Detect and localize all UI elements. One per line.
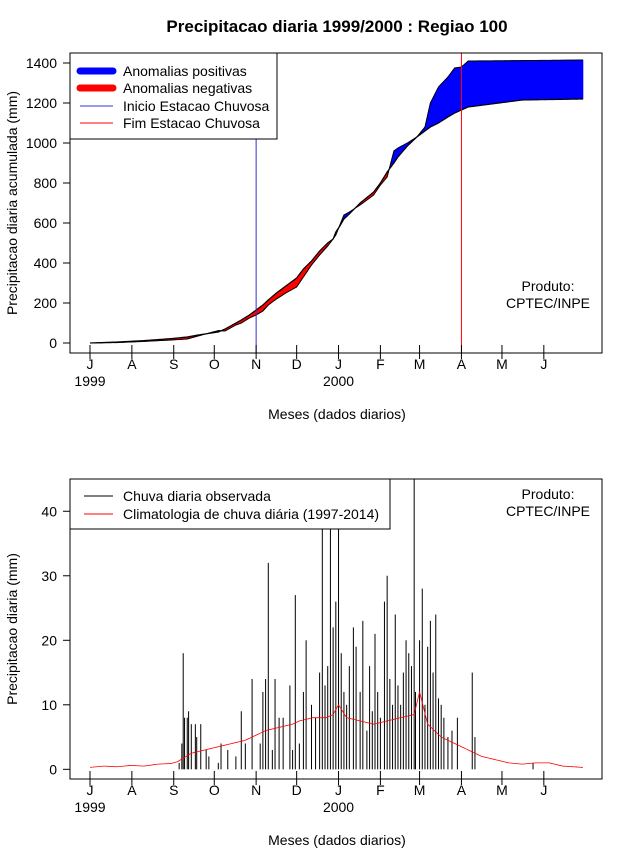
x-tick-label: S <box>169 782 178 798</box>
x-tick-label: A <box>127 356 137 372</box>
y-tick-label: 1200 <box>26 95 57 111</box>
legend-label-positive: Anomalias positivas <box>123 63 247 79</box>
y-tick-label: 200 <box>34 295 58 311</box>
negative-anomaly-area <box>89 169 389 344</box>
y-axis-daily: 0 10 20 30 40 <box>41 503 71 777</box>
annotation-cptec: CPTEC/INPE <box>506 295 590 311</box>
legend-label-climatology: Climatologia de chuva diária (1997-2014) <box>123 506 379 522</box>
y-axis-label-accumulated: Precipitacao diaria acumulada (mm) <box>4 91 20 315</box>
legend-box-daily <box>69 478 391 530</box>
year-label: 2000 <box>323 373 354 389</box>
year-label: 1999 <box>74 373 105 389</box>
y-axis-label-daily: Precipitacao diaria (mm) <box>4 553 20 705</box>
x-tick-label: F <box>376 782 385 798</box>
chart-title: Precipitacao diaria 1999/2000 : Regiao 1… <box>166 17 507 36</box>
x-tick-label: S <box>169 356 178 372</box>
x-tick-label: M <box>496 782 508 798</box>
y-tick-label: 0 <box>49 761 57 777</box>
legend-label-end: Fim Estacao Chuvosa <box>123 115 260 131</box>
x-tick-label: D <box>292 782 302 798</box>
x-tick-label: N <box>251 356 261 372</box>
y-tick-label: 400 <box>34 255 58 271</box>
y-tick-label: 1400 <box>26 55 57 71</box>
observed-accumulated-line <box>89 59 584 344</box>
y-tick-label: 10 <box>41 697 57 713</box>
x-tick-label: J <box>87 782 94 798</box>
y-axis-accumulated: 0 200 400 600 800 1000 1200 1400 <box>26 55 71 351</box>
x-tick-label: M <box>414 782 426 798</box>
x-tick-label: F <box>376 356 385 372</box>
year-label: 2000 <box>323 799 354 815</box>
y-tick-label: 30 <box>41 568 57 584</box>
x-tick-label: J <box>540 782 547 798</box>
legend-accumulated: Anomalias positivas Anomalias negativas … <box>69 52 278 140</box>
climatology-accumulated-line <box>89 98 584 344</box>
x-tick-label: M <box>414 356 426 372</box>
legend-box <box>69 52 278 140</box>
y-tick-label: 40 <box>41 503 57 519</box>
y-tick-label: 1000 <box>26 135 57 151</box>
year-label: 1999 <box>74 799 105 815</box>
x-axis-label-daily: Meses (dados diarios) <box>268 832 406 848</box>
y-tick-label: 0 <box>49 335 57 351</box>
legend-label-onset: Inicio Estacao Chuvosa <box>123 98 270 114</box>
x-axis-label-accumulated: Meses (dados diarios) <box>268 406 406 422</box>
legend-daily: Chuva diaria observada Climatologia de c… <box>69 478 391 530</box>
x-tick-label: J <box>335 782 342 798</box>
legend-label-observed: Chuva diaria observada <box>123 488 271 504</box>
annotation-produto: Produto: <box>522 278 575 294</box>
climatology-daily-line <box>89 691 584 768</box>
x-tick-label: A <box>457 356 467 372</box>
x-tick-label: O <box>209 356 220 372</box>
x-tick-label: O <box>209 782 220 798</box>
y-tick-label: 600 <box>34 215 58 231</box>
x-tick-label: A <box>457 782 467 798</box>
x-tick-label: J <box>87 356 94 372</box>
y-tick-label: 800 <box>34 175 58 191</box>
annotation-cptec-daily: CPTEC/INPE <box>506 503 590 519</box>
x-tick-label: J <box>335 356 342 372</box>
positive-anomaly-segment <box>581 59 584 100</box>
legend-label-negative: Anomalias negativas <box>123 80 252 96</box>
annotation-produto-daily: Produto: <box>522 486 575 502</box>
y-tick-label: 20 <box>41 632 57 648</box>
x-tick-label: D <box>292 356 302 372</box>
x-tick-label: A <box>127 782 137 798</box>
x-tick-label: M <box>496 356 508 372</box>
x-tick-label: J <box>540 356 547 372</box>
x-tick-label: N <box>251 782 261 798</box>
